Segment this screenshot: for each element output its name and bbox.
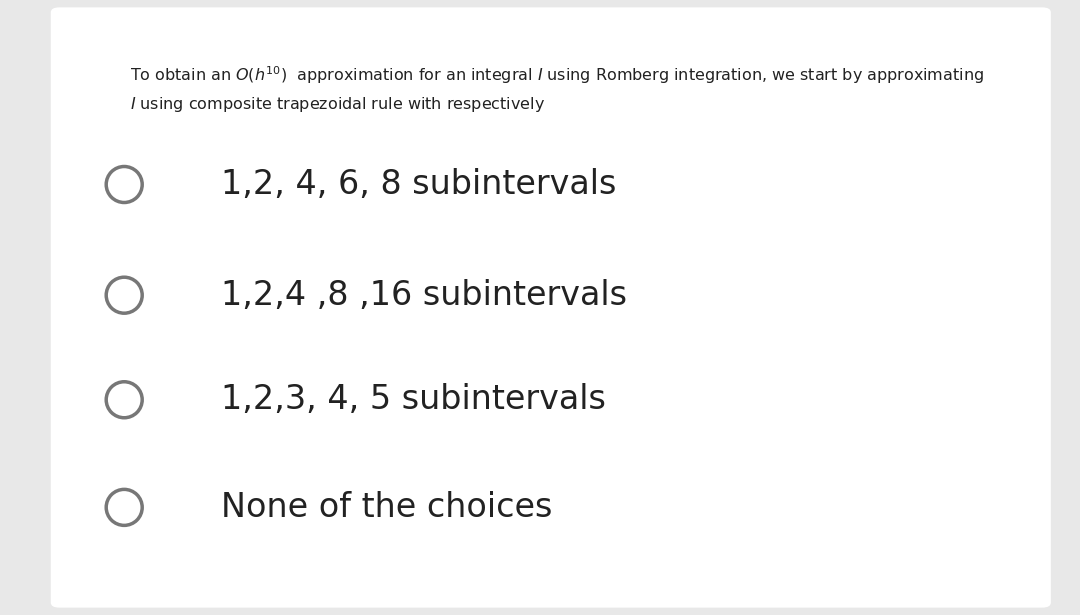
Text: To obtain an $O(h^{10})$  approximation for an integral $I$ using Romberg integr: To obtain an $O(h^{10})$ approximation f… xyxy=(130,65,984,86)
Text: 1,2,4 ,8 ,16 subintervals: 1,2,4 ,8 ,16 subintervals xyxy=(221,279,627,312)
Text: $I$ using composite trapezoidal rule with respectively: $I$ using composite trapezoidal rule wit… xyxy=(130,95,544,114)
Text: 1,2, 4, 6, 8 subintervals: 1,2, 4, 6, 8 subintervals xyxy=(221,168,617,201)
Text: None of the choices: None of the choices xyxy=(221,491,553,524)
Text: 1,2,3, 4, 5 subintervals: 1,2,3, 4, 5 subintervals xyxy=(221,383,606,416)
